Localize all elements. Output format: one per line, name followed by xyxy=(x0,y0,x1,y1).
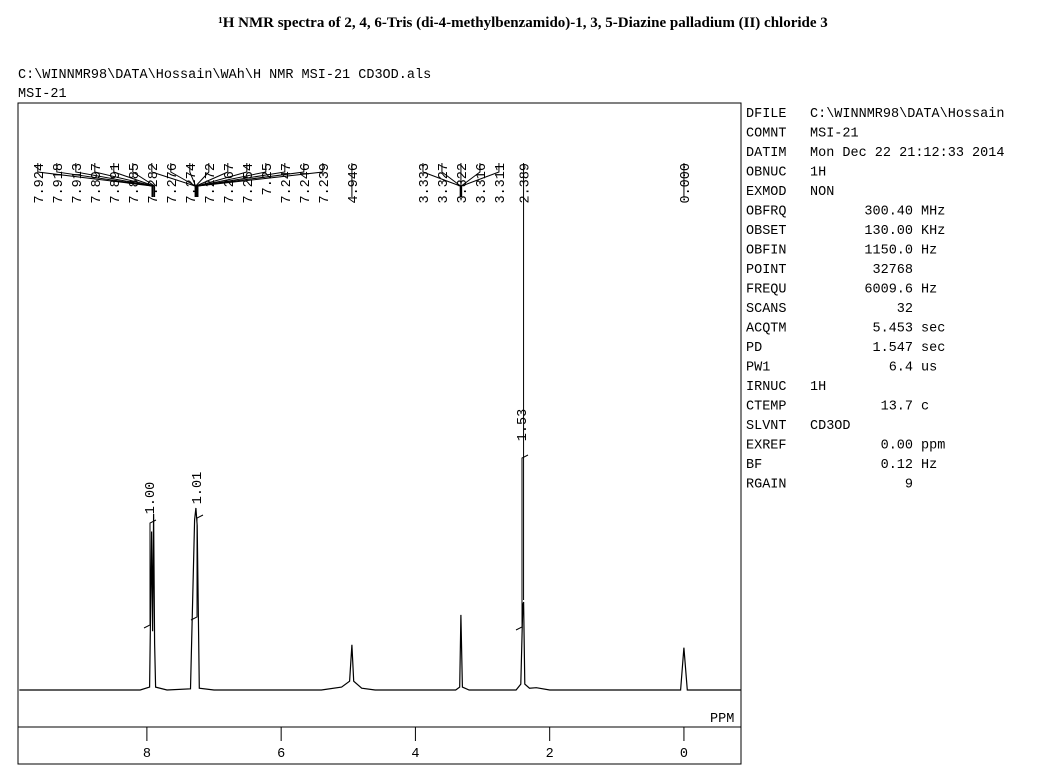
x-tick-label: 4 xyxy=(411,747,419,762)
peak-connector xyxy=(461,163,500,197)
peak-label: 7.885 xyxy=(128,163,143,204)
peak-connector xyxy=(195,163,229,197)
param-value: 0.12 xyxy=(881,458,913,473)
peak-label: 7.918 xyxy=(52,163,67,204)
param-key: PD xyxy=(746,341,762,356)
integral-label: 1.01 xyxy=(191,472,206,504)
peak-label: 3.333 xyxy=(418,163,433,204)
peak-label: 7.282 xyxy=(147,163,162,204)
peak-label: 3.316 xyxy=(475,163,490,204)
peak-label: 7.254 xyxy=(242,163,257,204)
plot-frame xyxy=(17,102,742,765)
param-value: 32 xyxy=(897,302,913,317)
param-text: 1H xyxy=(810,166,826,181)
integral-curve xyxy=(515,454,529,631)
peak-label: 7.246 xyxy=(299,163,314,204)
param-unit: ppm xyxy=(921,439,945,454)
param-key: OBFIN xyxy=(746,244,787,259)
param-text: CD3OD xyxy=(810,419,851,434)
param-value: 6.4 xyxy=(889,361,913,376)
param-key: ACQTM xyxy=(746,322,787,337)
x-tick-label: 0 xyxy=(680,747,688,762)
file-path: C:\WINNMR98\DATA\Hossain\WAh\H NMR MSI-2… xyxy=(18,68,431,83)
param-unit: MHz xyxy=(921,205,945,220)
param-value: 130.00 xyxy=(864,224,913,239)
integral-curve xyxy=(143,519,157,629)
param-unit: c xyxy=(921,400,929,415)
param-unit: Hz xyxy=(921,458,937,473)
peak-label: 7.239 xyxy=(318,163,333,204)
param-unit: us xyxy=(921,361,937,376)
param-key: EXREF xyxy=(746,439,787,454)
param-key: IRNUC xyxy=(746,380,787,395)
integral-label: 1.53 xyxy=(516,409,531,441)
peak-connector xyxy=(75,163,154,197)
peak-label: 0.000 xyxy=(679,163,694,204)
peak-label: 2.389 xyxy=(519,163,534,204)
param-text: 1H xyxy=(810,380,826,395)
param-unit: Hz xyxy=(921,283,937,298)
integral-curve xyxy=(190,514,204,621)
peak-label: 7.247 xyxy=(280,163,295,204)
param-key: DATIM xyxy=(746,146,787,161)
peak-label: 3.327 xyxy=(437,163,452,204)
param-text: MSI-21 xyxy=(810,127,859,142)
sample-name: MSI-21 xyxy=(18,87,67,102)
peak-label: 3.311 xyxy=(494,163,509,204)
param-key: EXMOD xyxy=(746,185,787,200)
param-value: 5.453 xyxy=(872,322,913,337)
param-value: 13.7 xyxy=(881,400,913,415)
peak-label: 4.946 xyxy=(347,163,362,204)
param-key: DFILE xyxy=(746,107,787,122)
param-value: 300.40 xyxy=(864,205,913,220)
x-tick-label: 6 xyxy=(277,747,285,762)
param-value: 1.547 xyxy=(872,341,913,356)
param-value: 32768 xyxy=(872,263,913,278)
param-value: 6009.6 xyxy=(864,283,913,298)
param-text: NON xyxy=(810,185,834,200)
peak-label: 7.276 xyxy=(166,163,181,204)
peak-label: 7.897 xyxy=(90,163,105,204)
param-key: OBFRQ xyxy=(746,205,787,220)
param-value: 9 xyxy=(905,478,913,493)
peak-label: 7.924 xyxy=(33,163,48,204)
param-key: SCANS xyxy=(746,302,787,317)
param-key: PW1 xyxy=(746,361,770,376)
param-key: COMNT xyxy=(746,127,787,142)
peak-label: 7.274 xyxy=(185,163,200,204)
param-text: C:\WINNMR98\DATA\Hossain xyxy=(810,107,1004,122)
chart-title: ¹H NMR spectra of 2, 4, 6-Tris (di-4-met… xyxy=(218,15,828,31)
param-key: SLVNT xyxy=(746,419,787,434)
x-tick-label: 8 xyxy=(143,747,151,762)
param-unit: sec xyxy=(921,341,945,356)
x-tick-label: 2 xyxy=(546,747,554,762)
integral-label: 1.00 xyxy=(144,482,159,514)
param-key: BF xyxy=(746,458,762,473)
peak-connector xyxy=(197,163,324,197)
peak-label: 3.322 xyxy=(456,163,471,204)
peak-label: 7.267 xyxy=(223,163,238,204)
param-value: 0.00 xyxy=(881,439,913,454)
peak-label: 7.25 xyxy=(261,163,276,195)
peak-connector xyxy=(132,163,156,197)
peak-label: 7.891 xyxy=(109,163,124,204)
param-key: RGAIN xyxy=(746,478,787,493)
x-axis-label: PPM xyxy=(710,712,734,727)
param-key: POINT xyxy=(746,263,787,278)
param-key: OBNUC xyxy=(746,166,787,181)
param-value: 1150.0 xyxy=(864,244,913,259)
spectrum-trace xyxy=(19,507,741,691)
peak-label: 7.913 xyxy=(71,163,86,204)
param-unit: sec xyxy=(921,322,945,337)
param-text: Mon Dec 22 21:12:33 2014 xyxy=(810,146,1004,161)
param-unit: Hz xyxy=(921,244,937,259)
param-key: CTEMP xyxy=(746,400,787,415)
param-key: OBSET xyxy=(746,224,787,239)
param-unit: KHz xyxy=(921,224,945,239)
param-key: FREQU xyxy=(746,283,787,298)
